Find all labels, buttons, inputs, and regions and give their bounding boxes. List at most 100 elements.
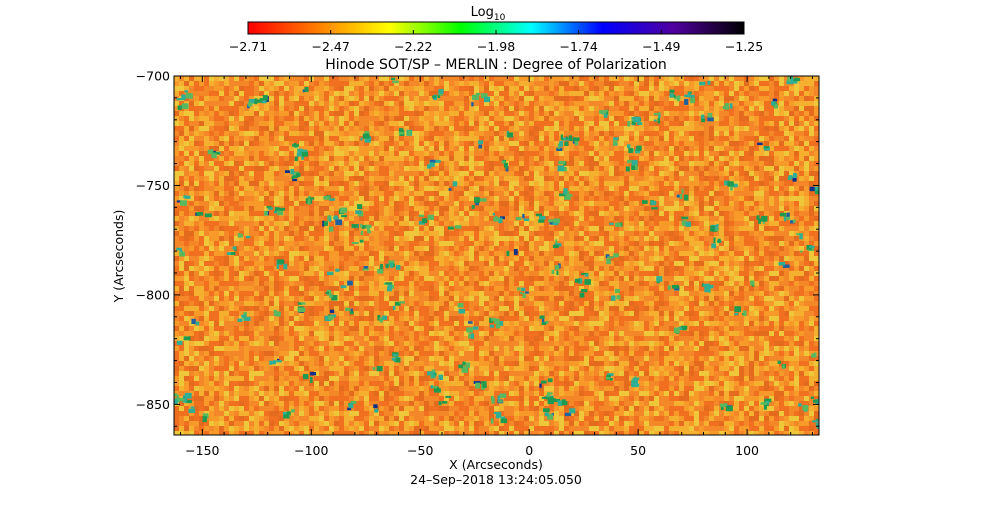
heatmap-cell <box>384 146 389 151</box>
heatmap-cell <box>364 201 369 206</box>
heatmap-cell <box>284 256 289 261</box>
heatmap-cell <box>459 171 464 176</box>
heatmap-cell <box>244 96 249 101</box>
heatmap-cell <box>444 171 449 176</box>
heatmap-cell <box>294 121 299 126</box>
heatmap-cell <box>194 96 199 101</box>
heatmap-cell <box>814 86 819 91</box>
heatmap-cell <box>234 151 239 156</box>
heatmap-cell <box>719 171 724 176</box>
heatmap-cell <box>344 226 349 231</box>
heatmap-cell <box>274 241 279 246</box>
heatmap-cell <box>544 196 549 201</box>
heatmap-cell <box>419 246 424 251</box>
heatmap-cell <box>484 246 489 251</box>
heatmap-cell <box>719 106 724 111</box>
heatmap-cell <box>659 106 664 111</box>
heatmap-cell <box>699 241 704 246</box>
heatmap-cell <box>669 231 674 236</box>
heatmap-cell <box>409 171 414 176</box>
heatmap-cell <box>784 161 789 166</box>
heatmap-cell <box>529 126 534 131</box>
heatmap-cell <box>714 151 719 156</box>
heatmap-cell <box>479 131 484 136</box>
heatmap-cell <box>219 176 224 181</box>
heatmap-cell <box>654 211 659 216</box>
heatmap-cell <box>584 76 589 81</box>
heatmap-cell <box>484 141 489 146</box>
heatmap-cell <box>784 136 789 141</box>
heatmap-cell <box>674 241 679 246</box>
heatmap-cell <box>639 116 644 121</box>
heatmap-cell <box>524 131 529 136</box>
heatmap-cell <box>534 101 539 106</box>
heatmap-cell <box>234 81 239 86</box>
heatmap-cell <box>194 141 199 146</box>
heatmap-cell <box>534 86 539 91</box>
heatmap-cell <box>634 91 639 96</box>
heatmap-cell <box>179 256 184 261</box>
heatmap-cell <box>234 96 239 101</box>
heatmap-cell <box>569 246 574 251</box>
heatmap-cell <box>234 161 239 166</box>
heatmap-cell <box>254 261 259 266</box>
heatmap-cell <box>319 241 324 246</box>
heatmap-cell <box>499 176 504 181</box>
heatmap-cell <box>189 246 194 251</box>
heatmap-cell <box>409 121 414 126</box>
heatmap-cell <box>794 136 799 141</box>
heatmap-cell <box>559 86 564 91</box>
heatmap-cell <box>749 261 754 266</box>
heatmap-cell <box>394 261 399 266</box>
heatmap-cell <box>719 201 724 206</box>
heatmap-cell <box>259 161 264 166</box>
heatmap-cell <box>804 116 809 121</box>
heatmap-cell <box>799 171 804 176</box>
heatmap-cell <box>239 246 244 251</box>
heatmap-cell <box>419 101 424 106</box>
heatmap-cell <box>519 221 524 226</box>
heatmap-cell <box>434 251 439 256</box>
heatmap-cell <box>284 261 289 266</box>
heatmap-cell <box>439 136 444 141</box>
heatmap-cell <box>579 206 584 211</box>
heatmap-cell <box>524 96 529 101</box>
heatmap-cell <box>504 171 509 176</box>
heatmap-cell <box>569 206 574 211</box>
heatmap-cell <box>559 246 564 251</box>
heatmap-cell <box>534 126 539 131</box>
heatmap-cell <box>309 86 314 91</box>
heatmap-cell <box>699 131 704 136</box>
heatmap-cell <box>274 236 279 241</box>
heatmap-cell <box>519 246 524 251</box>
heatmap-cell <box>354 156 359 161</box>
heatmap-cell <box>204 136 209 141</box>
heatmap-cell <box>234 141 239 146</box>
heatmap-cell <box>429 101 434 106</box>
heatmap-cell <box>804 111 809 116</box>
heatmap-cell <box>219 191 224 196</box>
heatmap-cell <box>514 81 519 86</box>
heatmap-cell <box>269 76 274 81</box>
heatmap-cell <box>749 86 754 91</box>
heatmap-cell <box>459 256 464 261</box>
heatmap-cell <box>724 206 729 211</box>
heatmap-cell <box>779 206 784 211</box>
heatmap-cell <box>434 116 439 121</box>
heatmap-cell <box>224 136 229 141</box>
heatmap-cell <box>404 191 409 196</box>
heatmap-cell <box>644 261 649 266</box>
heatmap-cell <box>639 201 644 206</box>
heatmap-cell <box>414 171 419 176</box>
heatmap-cell <box>809 81 814 86</box>
heatmap-cell <box>249 146 254 151</box>
heatmap-cell <box>339 166 344 171</box>
heatmap-cell <box>554 181 559 186</box>
heatmap-cell <box>184 151 189 156</box>
heatmap-cell <box>599 106 604 111</box>
heatmap-cell <box>749 251 754 256</box>
heatmap-cell <box>529 236 534 241</box>
heatmap-cell <box>284 126 289 131</box>
heatmap-cell <box>504 96 509 101</box>
heatmap-cell <box>544 126 549 131</box>
